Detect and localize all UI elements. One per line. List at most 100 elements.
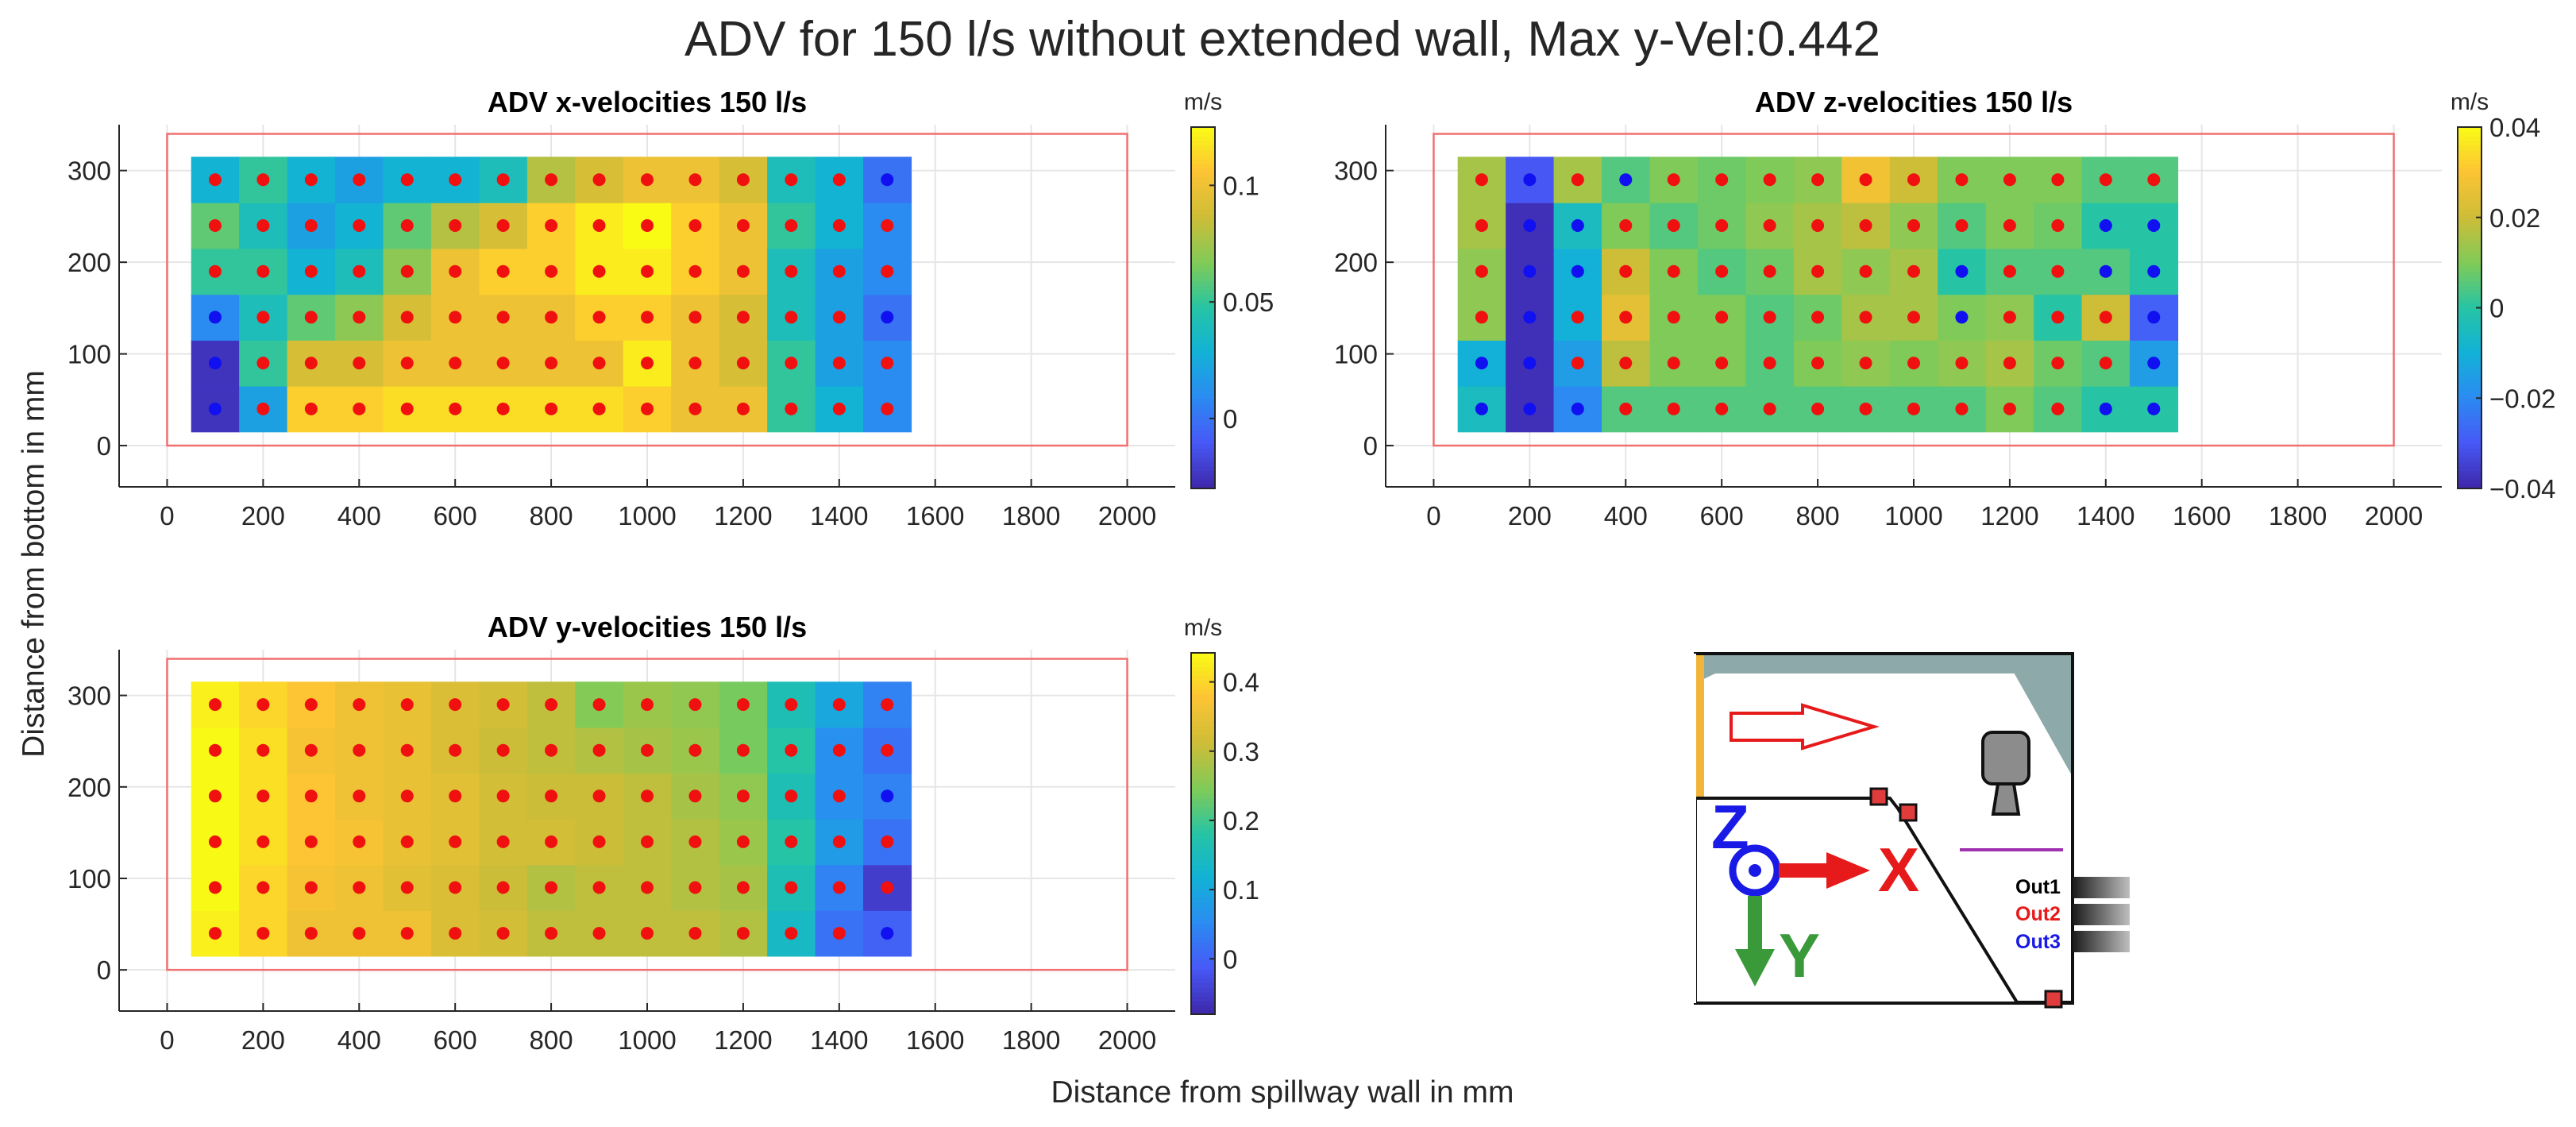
colorbar-segment [1191, 684, 1215, 690]
x-tick-label: 600 [434, 1025, 477, 1055]
colorbar-unit-label: m/s [1184, 89, 1222, 115]
colorbar-segment [1191, 217, 1215, 223]
measurement-point [208, 927, 222, 940]
measurement-point [545, 402, 558, 415]
measurement-point [592, 357, 606, 370]
x-tick-label: 2000 [1098, 501, 1156, 531]
measurement-point [256, 881, 270, 894]
colorbar-segment [1191, 190, 1215, 196]
colorbar-segment [2458, 330, 2482, 336]
measurement-point [304, 698, 318, 712]
colorbar-segment [1191, 734, 1215, 739]
colorbar-segment [1191, 824, 1215, 830]
colorbar-segment [1191, 937, 1215, 943]
colorbar-segment [1191, 711, 1215, 717]
colorbar-segment [1191, 707, 1215, 712]
reference-frame [166, 658, 1128, 971]
measurement-point [304, 927, 318, 940]
colorbar-segment [2458, 361, 2482, 368]
colorbar-segment [2458, 249, 2482, 255]
colorbar-segment [1191, 666, 1215, 672]
measurement-point [641, 402, 654, 415]
colorbar-segment [1191, 353, 1215, 358]
colorbar-segment [1191, 470, 1215, 476]
colorbar-segment [1191, 811, 1215, 816]
measurement-point [545, 311, 558, 324]
measurement-point [688, 173, 702, 187]
spillway-corner-wall [2009, 654, 2073, 777]
colorbar-segment [2458, 199, 2482, 205]
colorbar-segment [2458, 176, 2482, 183]
measurement-point [1667, 173, 1680, 187]
colorbar-segment [2458, 163, 2482, 168]
colorbar-segment [1191, 348, 1215, 354]
measurement-point [2147, 173, 2161, 187]
colorbar-tick-label: 0.3 [1223, 737, 1259, 766]
measurement-point [304, 402, 318, 415]
x-tick-label: 1000 [618, 1025, 676, 1055]
colorbar-segment [1191, 199, 1215, 205]
colorbar-unit-label: m/s [2451, 89, 2489, 115]
colorbar-segment [1191, 249, 1215, 255]
colorbar-segment [1191, 761, 1215, 766]
y-tick-label: 200 [67, 773, 111, 802]
colorbar-tick-label: 0.1 [1223, 171, 1259, 200]
measurement-point [545, 789, 558, 803]
measurement-point [1811, 357, 1825, 370]
colorbar-segment [2458, 280, 2482, 286]
panel-title: ADV y-velocities 150 l/s [488, 611, 807, 643]
measurement-point [304, 173, 318, 187]
colorbar-segment [1191, 932, 1215, 939]
measurement-point [592, 173, 606, 187]
measurement-point [449, 743, 462, 757]
colorbar-segment [2458, 353, 2482, 358]
colorbar-segment [1191, 828, 1215, 835]
colorbar-segment [1191, 326, 1215, 331]
colorbar-segment [2458, 438, 2482, 444]
measurement-point [256, 402, 270, 415]
y-tick-label: 0 [1363, 431, 1378, 461]
measurement-point [688, 357, 702, 370]
colorbar-segment [2458, 371, 2482, 376]
measurement-point [1571, 264, 1584, 278]
measurement-point [881, 743, 894, 757]
measurement-point [2003, 357, 2016, 370]
measurement-point [832, 357, 846, 370]
panel-y: 0 200 400 600 800 1000 1200 1400 1600 1800 2000010… [67, 611, 1259, 1055]
measurement-point [1907, 264, 1920, 278]
measurement-point [208, 264, 222, 278]
colorbar-segment [1191, 964, 1215, 970]
measurement-point [1715, 402, 1729, 415]
measurement-point [641, 311, 654, 324]
colorbar-segment [1191, 693, 1215, 699]
x-tick-label: 1600 [906, 501, 964, 531]
measurement-point [1523, 311, 1537, 324]
measurement-point [1523, 264, 1537, 278]
colorbar-segment [1191, 897, 1215, 902]
colorbar-segment [1191, 321, 1215, 327]
colorbar-segment [1191, 783, 1215, 789]
measurement-point [208, 357, 222, 370]
colorbar-segment [1191, 272, 1215, 277]
measurement-point [1955, 357, 1969, 370]
measurement-point [1907, 173, 1920, 187]
colorbar-segment [1191, 793, 1215, 798]
colorbar-tick-label: 0 [1223, 404, 1237, 434]
colorbar-segment [1191, 344, 1215, 349]
measurement-point [449, 698, 462, 712]
measurement-point [353, 835, 366, 848]
measurement-point [208, 743, 222, 757]
colorbar-segment [1191, 860, 1215, 866]
measurement-point [881, 927, 894, 940]
measurement-point [1859, 264, 1872, 278]
flow-arrow-icon [1730, 703, 1880, 751]
colorbar-segment [1191, 420, 1215, 426]
out2-label: Out2 [2015, 903, 2061, 925]
measurement-point [496, 173, 510, 187]
measurement-point [1667, 218, 1680, 232]
measurement-point [592, 881, 606, 894]
x-tick-label: 1600 [906, 1025, 964, 1055]
colorbar-segment [2458, 168, 2482, 173]
out1-gauge [2073, 877, 2130, 898]
reference-frame [1433, 133, 2395, 447]
